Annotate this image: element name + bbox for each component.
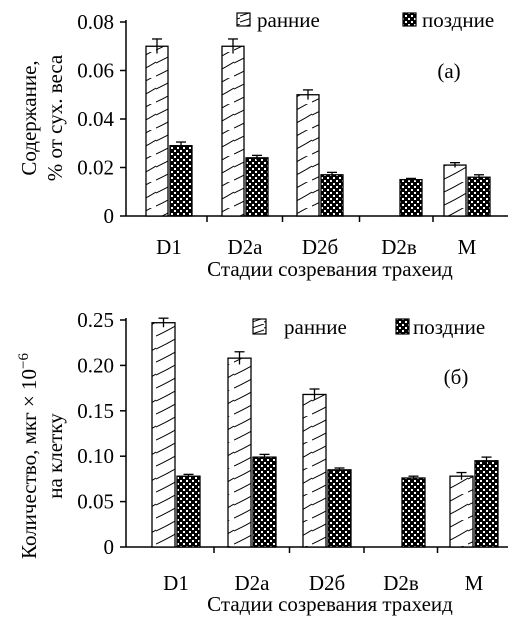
x-tick-label: D2в (381, 235, 417, 259)
y-tick-labels: 0 0.05 0.10 0.15 0.20 0.25 (77, 308, 114, 559)
legend: ранние поздние (252, 315, 485, 339)
bars (145, 38, 491, 217)
error-bar (252, 154, 262, 161)
bar-late-M (467, 176, 491, 217)
y-axis-label: Количество, мкг × 10−6 на клетку (16, 353, 67, 559)
error-bar (152, 38, 162, 54)
x-tick-labels: D1 D2а D2б D2в M (163, 571, 483, 595)
y-tick-label: 0.25 (77, 308, 114, 332)
y-tick-label: 0.05 (77, 490, 114, 514)
bar-late-D1 (176, 475, 201, 548)
y-tick-label: 0.02 (77, 156, 114, 180)
y-tick-label: 0 (104, 204, 115, 228)
bar-early-D1 (151, 322, 176, 548)
bar-early-M (443, 164, 467, 217)
error-bar (183, 473, 194, 478)
bar-late-D1 (169, 145, 193, 217)
legend-swatch-early (236, 12, 251, 27)
error-bar (334, 467, 345, 472)
error-bar (450, 161, 460, 168)
error-bar (408, 475, 419, 480)
x-tick-label: M (458, 235, 477, 259)
x-tick-label: D1 (156, 235, 182, 259)
bar-late-D2в (401, 477, 426, 548)
bars (151, 317, 499, 548)
legend-label-late: поздние (422, 8, 494, 32)
y-tick-labels: 0 0.02 0.04 0.06 0.08 (77, 10, 114, 228)
bar-early-D2б (302, 393, 327, 548)
y-tick-label: 0.15 (77, 399, 114, 423)
x-axis-label: Стадии созревания трахеид (207, 592, 453, 616)
chart-panel-b: Количество, мкг × 10−6 на клетку 0 0.05 0.… (16, 308, 508, 616)
panel-label: (а) (437, 59, 460, 83)
y-axis-label-line-1: Содержание, (17, 60, 41, 175)
y-tick-label: 0 (104, 535, 115, 559)
legend-swatch-late (402, 12, 417, 27)
x-axis-label: Стадии созревания трахеид (207, 257, 453, 281)
x-tick-label: D2а (228, 235, 264, 259)
bar-early-D2а (227, 357, 252, 548)
bar-early-M (449, 475, 474, 548)
chart-panel-a: Содержание, % от сух. веса 0 0.02 0.04 0.06… (17, 8, 508, 281)
bar-late-D2б (327, 469, 352, 548)
bar-early-D1 (145, 45, 169, 217)
x-tick-label: D2б (309, 571, 345, 595)
x-tick-label: D1 (163, 571, 189, 595)
legend: ранние поздние (236, 8, 494, 32)
x-tick-label: M (465, 571, 484, 595)
legend-label-early: ранние (284, 315, 347, 339)
y-tick-label: 0.08 (77, 10, 114, 34)
y-tick-label: 0.06 (77, 59, 114, 83)
error-bar (481, 456, 492, 465)
y-tick-label: 0.20 (77, 353, 114, 377)
error-bar (303, 89, 313, 100)
legend-label-late: поздние (413, 315, 485, 339)
error-bar (259, 453, 270, 460)
bar-late-M (474, 460, 499, 548)
x-tick-label: D2в (383, 571, 419, 595)
x-tick-labels: D1 D2а D2б D2в M (156, 235, 476, 259)
bar-late-D2б (320, 174, 344, 217)
x-tick-label: D2б (302, 235, 338, 259)
error-bar (474, 174, 484, 180)
legend-swatch-late (395, 318, 410, 335)
y-axis-label-line-1: Количество, мкг × 10−6 (16, 353, 41, 559)
y-axis-label: Содержание, % от сух. веса (17, 54, 67, 181)
panel-label: (б) (444, 365, 469, 389)
legend-label-early: ранние (257, 8, 320, 32)
error-bar (234, 351, 245, 365)
error-bar (176, 141, 186, 150)
y-tick-label: 0.04 (77, 107, 114, 131)
bar-early-D2а (221, 45, 245, 217)
error-bar (456, 471, 467, 480)
bar-late-D2а (245, 157, 269, 217)
error-bar (228, 38, 238, 54)
legend-swatch-early (252, 318, 267, 335)
error-bar (158, 317, 169, 328)
error-bar (309, 388, 320, 400)
bar-late-D2в (399, 178, 423, 217)
bar-early-D2б (296, 94, 320, 217)
y-axis-label-line-2: на клетку (43, 413, 67, 499)
error-bar (327, 171, 337, 178)
x-tick-label: D2а (235, 571, 271, 595)
error-bar (406, 177, 416, 181)
y-axis-label-line-2: % от сух. веса (43, 54, 67, 181)
bar-late-D2а (252, 456, 277, 548)
y-tick-label: 0.10 (77, 444, 114, 468)
